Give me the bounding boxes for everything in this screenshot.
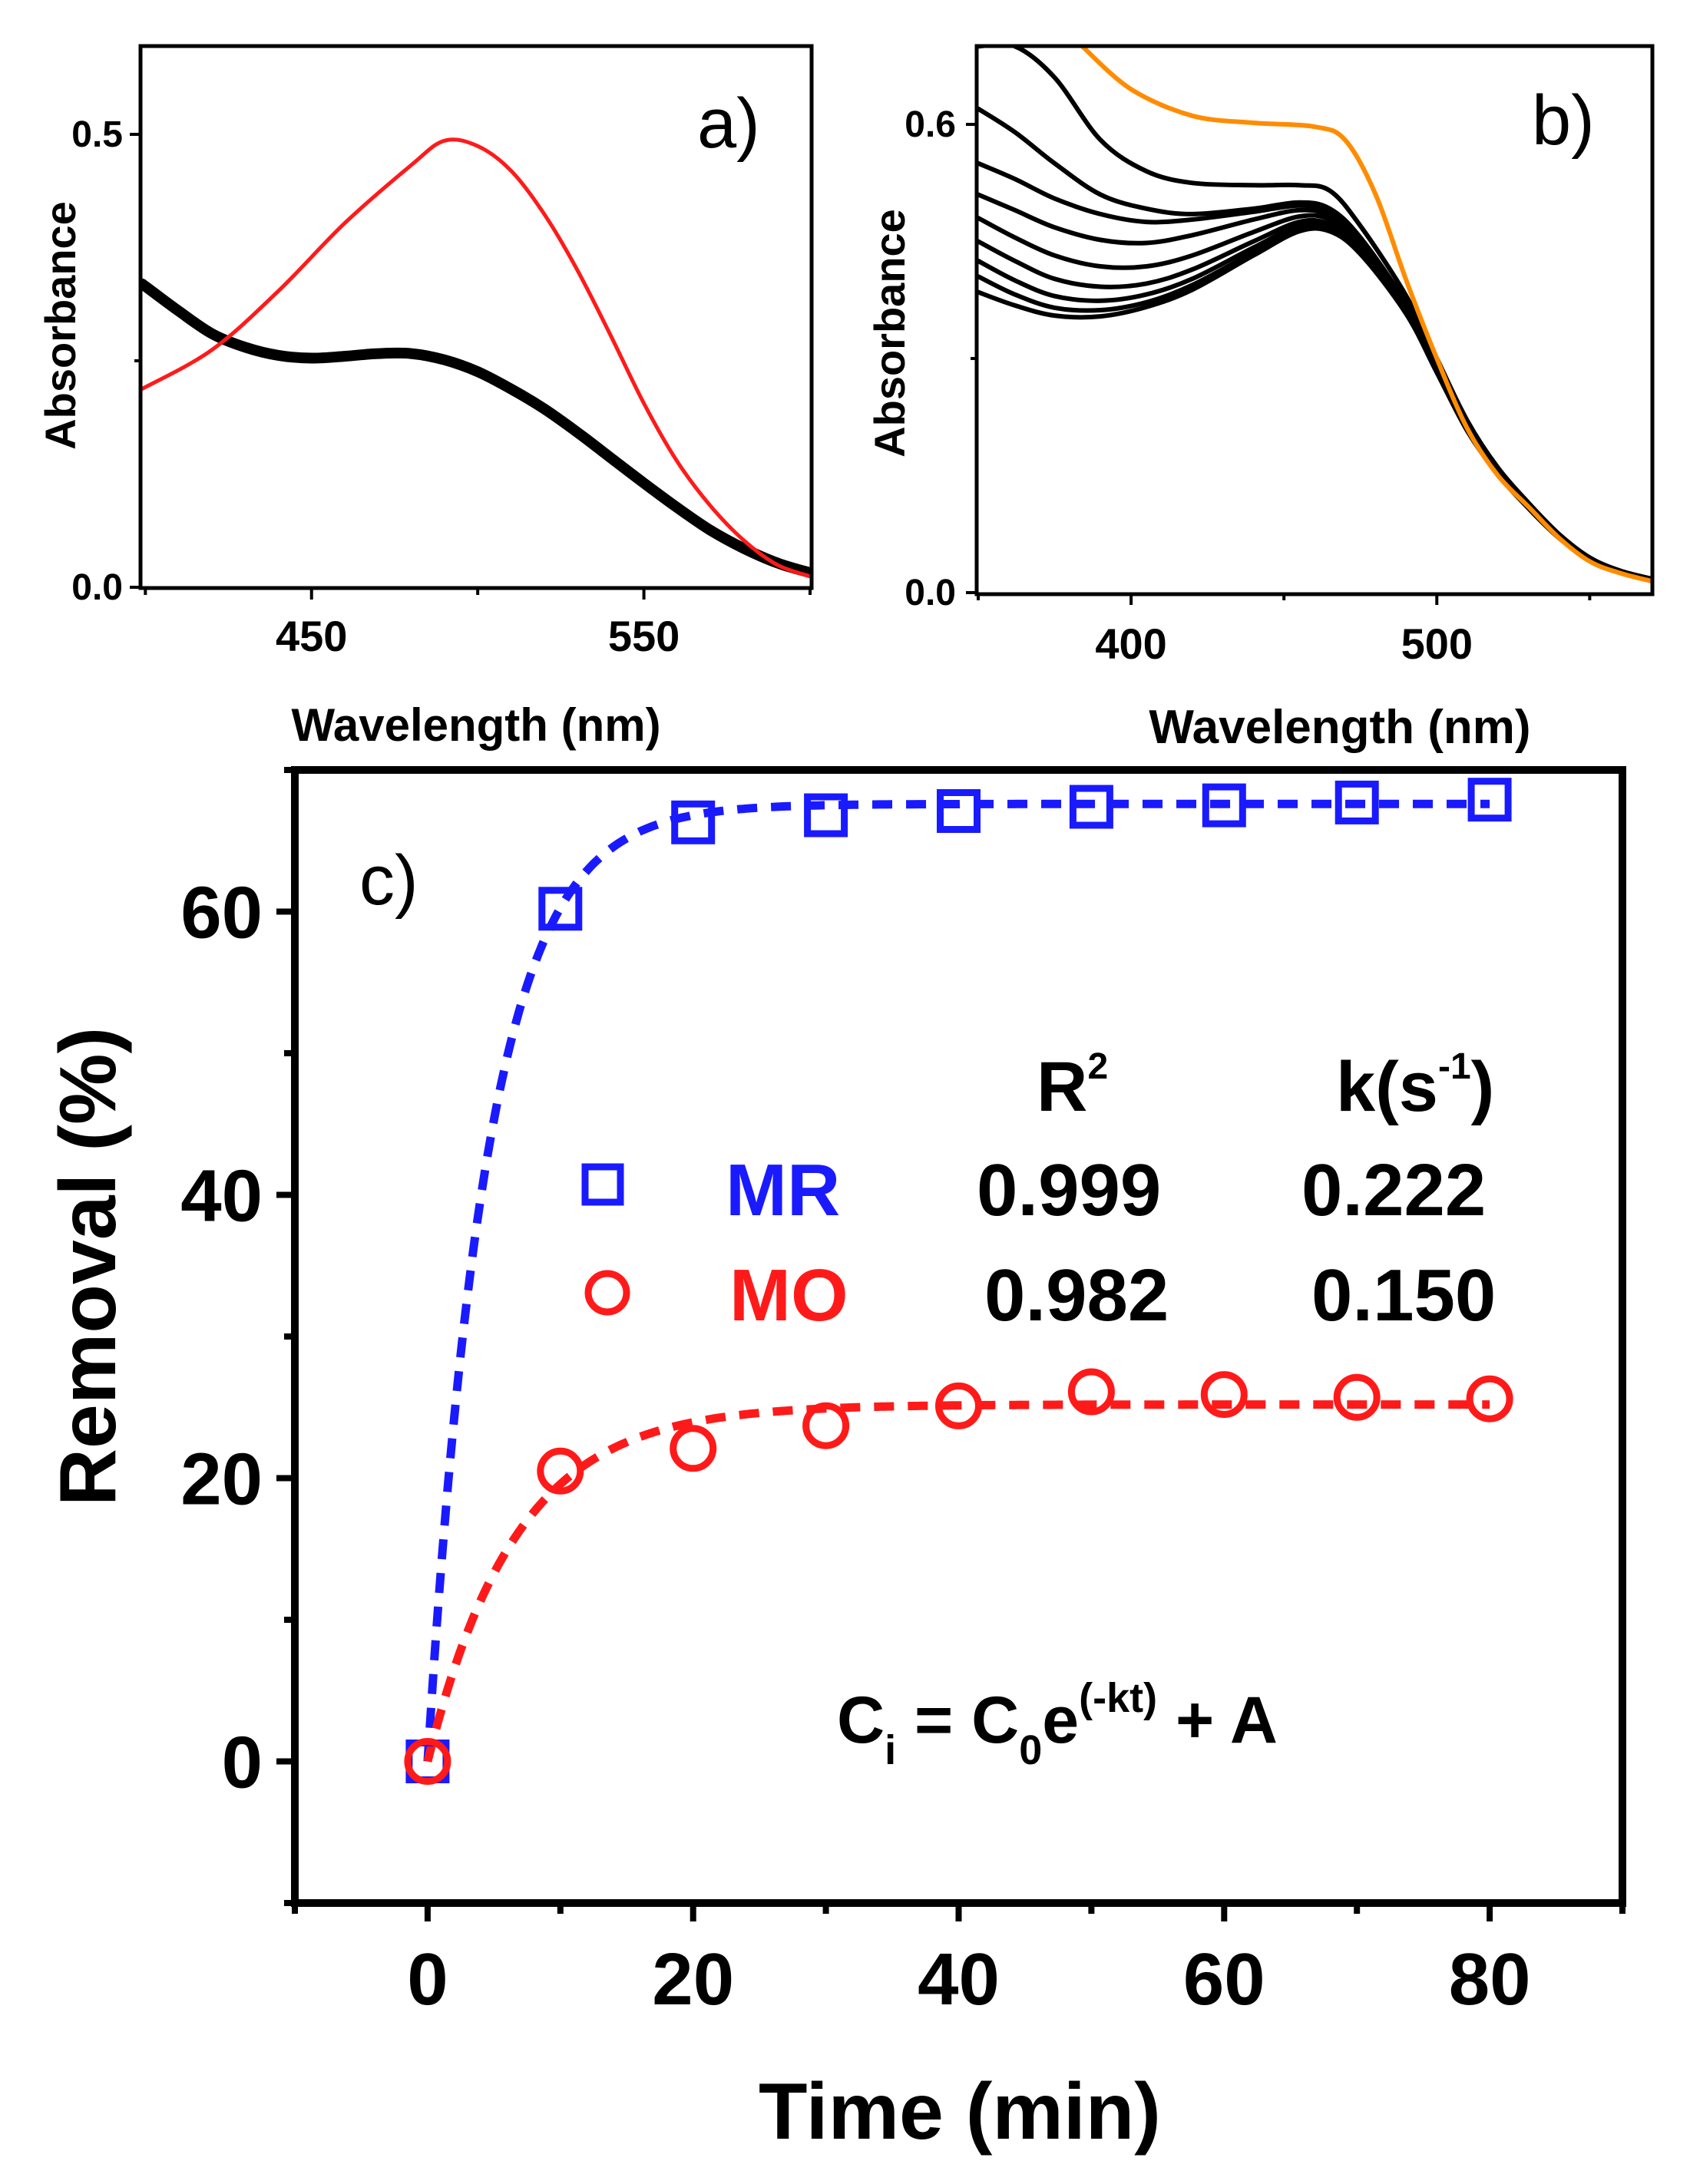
panel-a-curves xyxy=(142,137,810,579)
panel-a-xlabel: Wavelength (nm) xyxy=(291,699,660,751)
panel-b-series-reference xyxy=(1080,48,1651,583)
panel-c-point-MR-3 xyxy=(804,793,848,838)
panel-c-point-MR-5 xyxy=(1069,785,1113,829)
panel-a-ytick-label-0: 0.0 xyxy=(71,567,123,608)
panel-b-ytick-label-0: 0.0 xyxy=(905,573,956,613)
panel-c-xtick-labels: 0 20 40 60 80 xyxy=(407,1938,1530,2020)
panel-b-frame xyxy=(974,44,1655,596)
panel-c-legend: R2 k(s-1) MR 0.999 0.222 MO 0.982 0.150 xyxy=(581,1046,1496,1337)
panel-b-xtick-label-0: 400 xyxy=(1095,620,1166,668)
panel-c-xtick-label-0: 0 xyxy=(407,1938,448,2020)
panel-b-series-group xyxy=(978,48,1651,583)
legend-mr-name: MR xyxy=(726,1149,840,1231)
panel-b-ticks xyxy=(966,123,1592,605)
panel-c-ylabel: Removal (%) xyxy=(44,1027,133,1506)
panel-c-point-MO-4 xyxy=(935,1382,982,1429)
legend-mr-marker xyxy=(581,1163,624,1206)
panel-c-markers xyxy=(404,778,1513,1785)
rate-equation: Ci = C0e(-kt) + A xyxy=(837,1675,1278,1773)
panel-c-fit-MR xyxy=(423,799,1490,1762)
r2-header: R2 xyxy=(1037,1046,1108,1126)
panel-c-xtick-label-4: 80 xyxy=(1449,1938,1531,2020)
panel-c-point-MR-4 xyxy=(937,789,981,833)
panel-c-point-MO-1 xyxy=(537,1447,584,1495)
panel-c-xlabel: Time (min) xyxy=(759,2067,1161,2156)
panel-b-xlabel: Wavelength (nm) xyxy=(1149,701,1530,754)
legend-mr-k: 0.222 xyxy=(1301,1149,1486,1231)
panel-c-point-MR-6 xyxy=(1202,783,1246,828)
panel-a: 0.0 0.5 450 550 a) Wavelength (nm) Absor… xyxy=(36,44,814,751)
panel-c-point-MO-8 xyxy=(1466,1375,1513,1422)
panel-c-point-MO-5 xyxy=(1067,1368,1115,1416)
panel-c-ytick-label-1: 20 xyxy=(180,1439,263,1521)
legend-mo-k: 0.150 xyxy=(1311,1254,1496,1337)
panel-c-xtick-label-3: 60 xyxy=(1183,1938,1265,2020)
panel-c: 0 20 40 60 0 20 40 60 80 c) Time (min) Removal … xyxy=(44,766,1626,2156)
panel-c-point-MO-6 xyxy=(1200,1371,1248,1419)
panel-c-fit-MO xyxy=(423,1400,1490,1763)
panel-b-series-t2 xyxy=(978,106,1651,582)
panel-c-point-MO-3 xyxy=(802,1402,850,1449)
panel-c-point-MO-7 xyxy=(1333,1373,1381,1421)
panel-b-ylabel: Absorbance xyxy=(865,209,914,458)
panel-c-ytick-labels: 0 20 40 60 xyxy=(180,872,263,1804)
panel-c-point-MR-7 xyxy=(1334,780,1379,824)
panel-a-label: a) xyxy=(697,84,760,163)
k-header: k(s-1) xyxy=(1336,1046,1494,1126)
panel-c-point-MO-0 xyxy=(404,1738,451,1785)
panel-a-frame xyxy=(138,44,814,590)
panel-c-point-MR-1 xyxy=(538,887,583,931)
panel-a-xtick-label-0: 450 xyxy=(276,612,347,660)
panel-c-xtick-label-1: 20 xyxy=(652,1938,734,2020)
panel-c-ticks xyxy=(276,767,1626,1921)
legend-mo-name: MO xyxy=(729,1254,848,1337)
panel-b-ytick-label-1: 0.6 xyxy=(905,104,956,145)
panel-c-xtick-label-2: 40 xyxy=(918,1938,1000,2020)
panel-c-point-MR-8 xyxy=(1467,778,1512,822)
panel-c-point-MR-2 xyxy=(671,800,716,844)
panel-c-ytick-label-2: 40 xyxy=(180,1155,263,1237)
panel-a-xtick-label-1: 550 xyxy=(608,612,680,660)
legend-mo-r2: 0.982 xyxy=(984,1254,1169,1337)
panel-c-point-MO-2 xyxy=(670,1425,717,1472)
panel-a-series-after-treatment xyxy=(142,278,810,579)
panel-a-ytick-label-1: 0.5 xyxy=(71,114,123,155)
panel-b-label: b) xyxy=(1532,81,1595,160)
panel-c-fit-curves xyxy=(423,799,1490,1763)
panel-a-series-group xyxy=(142,137,810,579)
panel-c-ytick-label-3: 60 xyxy=(180,872,263,954)
legend-mr-r2: 0.999 xyxy=(977,1149,1161,1231)
panel-a-ylabel: Absorbance xyxy=(36,201,84,450)
panel-b: 0.0 0.6 400 500 b) Wavelength (nm) Absor… xyxy=(865,44,1655,754)
panel-b-xtick-label-1: 500 xyxy=(1401,620,1473,668)
panel-a-series-reference xyxy=(142,137,810,579)
panel-b-curves xyxy=(978,48,1651,583)
legend-mo-marker xyxy=(584,1270,630,1316)
panel-a-ticks xyxy=(130,133,812,600)
panel-c-label: c) xyxy=(359,841,418,920)
panel-c-ytick-label-0: 0 xyxy=(222,1722,263,1804)
